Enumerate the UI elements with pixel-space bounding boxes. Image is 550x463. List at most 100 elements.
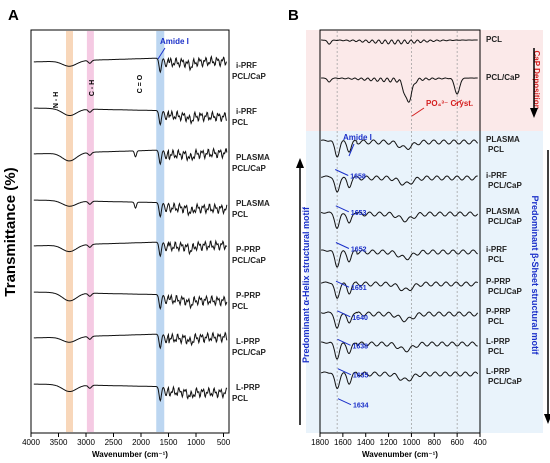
trace-b-l-prp-pcl-cap [320, 371, 479, 390]
band-c-h [86, 31, 94, 432]
series-sublabel-a-p-prp-pcl: PCL [232, 302, 248, 311]
series-label-b-pcl: PCL [486, 35, 502, 44]
trace-b-pcl-cap [321, 77, 478, 103]
series-sublabel-a-l-prp-pcl: PCL [232, 394, 248, 403]
tick-label-a-1000: 1000 [187, 438, 205, 447]
tick-label-b-600: 600 [450, 438, 464, 447]
panel-a-amide-pointer [157, 47, 166, 60]
trace-a-plasma-pcl [33, 199, 228, 219]
beta-sheet-arrowhead [544, 414, 550, 424]
trace-a-p-prp-pcl [33, 291, 228, 311]
series-label-a-l-prp-pcl-cap: L-PRP [236, 337, 261, 346]
panel-a-frame [30, 29, 230, 434]
trace-b-l-prp-pcl [321, 341, 478, 360]
trace-a-l-prp-pcl [33, 383, 228, 403]
series-label-b-plasma-pcl: PLASMA [486, 135, 520, 144]
po4-pointer-left [411, 107, 425, 117]
panel-a-amide-label: Amide I [160, 37, 189, 46]
trace-b-i-prf-pcl [320, 249, 478, 268]
series-label-b-p-prp-pcl-cap: P-PRP [486, 277, 511, 286]
series-label-a-plasma-pcl: PLASMA [236, 199, 270, 208]
alpha-helix-label: Predominant α-Helix structural motif [301, 206, 311, 363]
cap-deposition-region [306, 30, 543, 131]
tick-label-a-3000: 3000 [77, 438, 95, 447]
trace-a-plasma-pcl-cap [33, 146, 228, 166]
series-label-b-i-prf-pcl-cap: i-PRF [486, 171, 507, 180]
band-c-o [156, 31, 165, 432]
panel-b-series-labels: PCLPCL/CaPPLASMAPCLi-PRFPCL/CaPPLASMAPCL… [486, 35, 522, 386]
protein-region [306, 131, 543, 433]
peak-marker-l-prp-pcl-cap [337, 398, 352, 406]
panel-a-y-axis-label: Transmittance (%) [2, 167, 19, 296]
tick-label-a-2000: 2000 [132, 438, 150, 447]
trace-b-p-prp-pcl [320, 311, 479, 329]
peak-marker-p-prp-pcl [337, 338, 351, 346]
trace-b-p-prp-pcl-cap [321, 281, 479, 299]
trace-a-i-prf-pcl [33, 107, 228, 127]
series-label-b-l-prp-pcl-cap: L-PRP [486, 367, 511, 376]
peak-label-l-prp-pcl: 1635 [353, 373, 369, 380]
peak-label-p-prp-pcl-cap: 1640 [352, 315, 368, 322]
peak-marker-plasma-pcl-cap [335, 242, 350, 249]
peak-label-i-prf-pcl-cap: 1653 [351, 210, 367, 217]
beta-sheet-label: Predominant β-Sheet structural motif [530, 195, 540, 355]
peak-label-plasma-pcl: 1658 [350, 174, 366, 181]
panel-b-amide-peaks: 1658 1653 1652 1651 1640 1638 1635 1634 [335, 169, 369, 410]
tick-label-a-2500: 2500 [105, 438, 123, 447]
trace-a-i-prf-pcl-cap [33, 54, 227, 74]
series-sublabel-b-i-prf-pcl: PCL [488, 255, 504, 264]
alpha-helix-arrowhead [296, 158, 304, 168]
peak-marker-l-prp-pcl [337, 368, 352, 376]
panel-b-label: B [288, 7, 299, 24]
series-label-b-l-prp-pcl: L-PRP [486, 337, 511, 346]
tick-label-b-400: 400 [473, 438, 487, 447]
panel-b-frame [319, 29, 481, 434]
series-sublabel-b-p-prp-pcl: PCL [488, 317, 504, 326]
series-sublabel-b-p-prp-pcl-cap: PCL/CaP [488, 287, 522, 296]
tick-label-b-1600: 1600 [334, 438, 352, 447]
band-n-h [66, 31, 73, 432]
tick-label-b-1800: 1800 [311, 438, 329, 447]
series-label-b-plasma-pcl-cap: PLASMA [486, 207, 520, 216]
series-label-a-p-prp-pcl-cap: P-PRP [236, 245, 261, 254]
peak-label-l-prp-pcl-cap: 1634 [353, 403, 369, 410]
series-sublabel-a-i-prf-pcl-cap: PCL/CaP [232, 72, 266, 81]
cap-deposition-label: CaP Deposition [532, 51, 541, 110]
tick-label-a-4000: 4000 [22, 438, 40, 447]
tick-label-a-3500: 3500 [50, 438, 68, 447]
po4-label: PO₄³⁻ Cryst. [426, 99, 473, 108]
trace-a-p-prp-pcl-cap [33, 239, 228, 258]
panel-a-bands [66, 31, 165, 432]
panel-a-traces [33, 54, 228, 403]
series-sublabel-b-i-prf-pcl-cap: PCL/CaP [488, 181, 522, 190]
trace-b-plasma-pcl [320, 139, 479, 158]
series-sublabel-a-plasma-pcl-cap: PCL/CaP [232, 164, 266, 173]
series-sublabel-a-i-prf-pcl: PCL [232, 118, 248, 127]
trace-b-i-prf-pcl-cap [321, 175, 478, 193]
series-sublabel-b-plasma-pcl-cap: PCL/CaP [488, 217, 522, 226]
series-sublabel-b-l-prp-pcl: PCL [488, 347, 504, 356]
series-label-a-plasma-pcl-cap: PLASMA [236, 153, 270, 162]
tick-label-b-1200: 1200 [380, 438, 398, 447]
series-label-b-pcl-cap: PCL/CaP [486, 73, 520, 82]
tick-label-b-1400: 1400 [357, 438, 375, 447]
panel-b-x-axis: 1800 1600 1400 1200 1000 800 600 400 [311, 433, 487, 447]
peak-label-p-prp-pcl: 1638 [353, 343, 369, 350]
series-label-a-l-prp-pcl: L-PRP [236, 383, 261, 392]
trace-a-l-prp-pcl-cap [33, 331, 228, 350]
panel-b-x-axis-label: Wavenumber (cm⁻¹) [362, 450, 438, 459]
trace-b-plasma-pcl-cap [320, 211, 479, 230]
trace-b-pcl [321, 39, 478, 45]
band-label-nh: N - H [53, 92, 60, 108]
series-sublabel-b-plasma-pcl: PCL [488, 145, 504, 154]
tick-label-a-500: 500 [217, 438, 231, 447]
peak-label-i-prf-pcl: 1651 [351, 285, 367, 292]
peak-marker-i-prf-pcl [335, 280, 350, 288]
series-label-b-p-prp-pcl: P-PRP [486, 307, 511, 316]
panel-a-series-labels: i-PRF PCL/CaP i-PRF PCL PLASMA PCL/CaP PLASMA P… [232, 61, 270, 403]
peak-marker-i-prf-pcl-cap [335, 205, 350, 213]
panel-a-x-axis: 4000 3500 3000 2500 2000 1500 1000 500 [22, 433, 231, 447]
peak-marker-p-prp-pcl-cap [337, 310, 351, 318]
series-sublabel-a-p-prp-pcl-cap: PCL/CaP [232, 256, 266, 265]
